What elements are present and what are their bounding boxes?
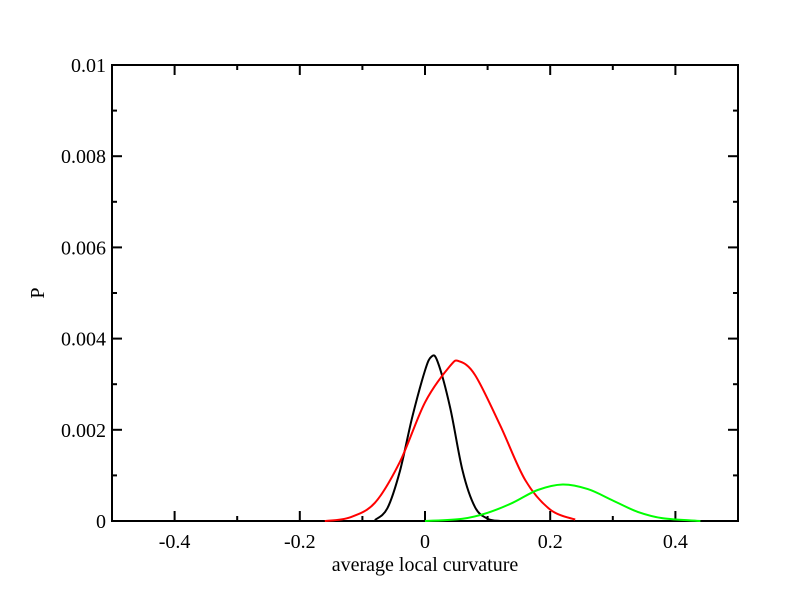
x-tick-label: 0.2: [538, 531, 563, 553]
series-line-2: [324, 359, 576, 522]
x-axis-label: average local curvature: [332, 554, 519, 576]
x-tick-label: 0.4: [663, 531, 688, 553]
ticks: [111, 64, 739, 522]
series-line-1: [374, 354, 501, 522]
tick-labels: -0.4 -0.2 0 0.2 0.4 0 0.002 0.004 0.006 0.008 0.01: [61, 55, 688, 553]
y-tick-label: 0.002: [61, 420, 106, 442]
y-tick-label: 0.008: [61, 146, 106, 168]
plot-frame: [111, 64, 739, 522]
y-tick-label: 0: [96, 511, 106, 533]
y-tick-label: 0.01: [71, 55, 106, 77]
x-tick-label: 0: [420, 531, 430, 553]
series-group: [324, 354, 701, 522]
y-axis-label: P: [27, 287, 49, 298]
y-tick-label: 0.006: [61, 237, 106, 259]
series-line-3: [424, 483, 701, 522]
y-tick-label: 0.004: [61, 329, 106, 351]
x-tick-label: -0.4: [159, 531, 191, 553]
x-tick-label: -0.2: [284, 531, 316, 553]
